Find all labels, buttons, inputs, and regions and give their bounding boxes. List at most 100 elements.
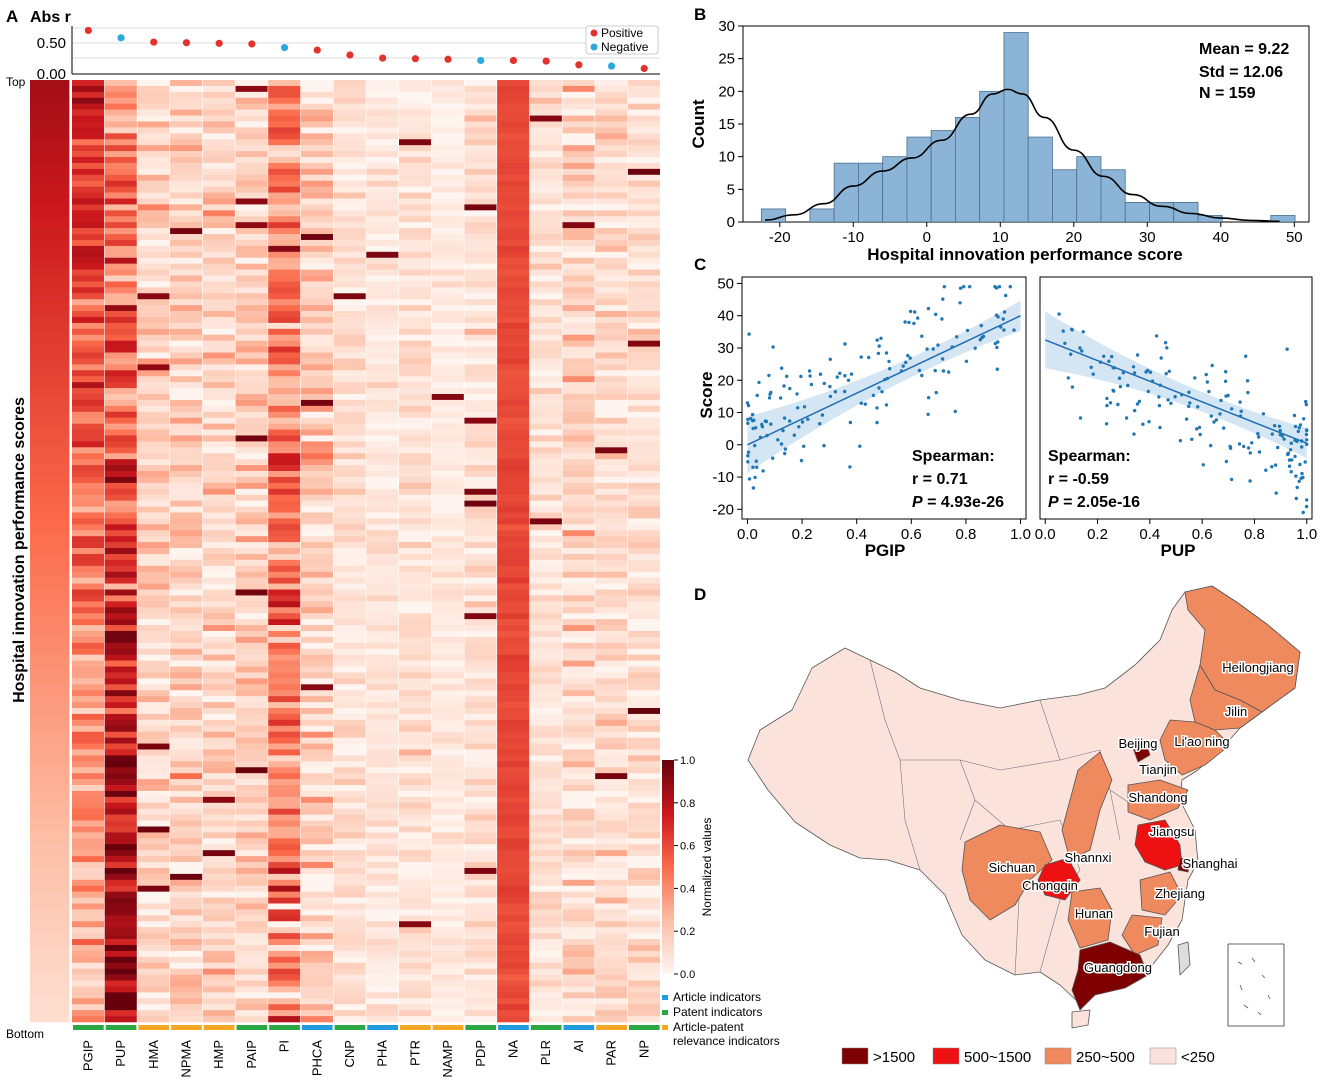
heatmap-cell (104, 216, 137, 223)
heatmap-cell (235, 382, 268, 389)
heatmap-cell (399, 619, 432, 626)
heatmap-cell (268, 228, 301, 235)
heatmap-cell (366, 648, 399, 655)
heatmap-cell (562, 263, 595, 270)
scatter-point (1246, 446, 1251, 450)
heatmap-cell (137, 583, 170, 590)
heatmap-cell (170, 340, 203, 347)
heatmap-cell (399, 222, 432, 229)
heatmap-cell (333, 376, 366, 383)
heatmap-cell (431, 773, 464, 780)
heatmap-cell (268, 909, 301, 916)
heatmap-cell (30, 998, 70, 1005)
heatmap-cell (497, 838, 530, 845)
heatmap-cell (529, 180, 562, 187)
heatmap-cell (170, 198, 203, 205)
heatmap-cell (464, 796, 497, 804)
scatter-point (968, 285, 972, 289)
heatmap-cell (333, 382, 366, 389)
map-province-liaoning (1159, 719, 1231, 776)
heatmap-cell (202, 998, 235, 1005)
heatmap-cell (235, 731, 268, 738)
scatter-point (1290, 458, 1294, 462)
heatmap-cell (333, 891, 366, 898)
heatmap-cell (235, 251, 268, 259)
heatmap-cell (268, 1016, 301, 1023)
province-label-liaoning: Li'ao ning (1174, 734, 1229, 749)
scatter-point (1276, 445, 1280, 450)
group-bar-pha (367, 1025, 398, 1030)
heatmap-cell (104, 151, 137, 158)
heatmap-cell (431, 998, 464, 1005)
heatmap-cell (366, 790, 399, 798)
heatmap-cell (562, 239, 595, 247)
histogram-x-tick-label: 20 (1065, 229, 1082, 246)
heatmap-cell (431, 204, 464, 211)
heatmap-cell (464, 186, 497, 193)
heatmap-cell (497, 773, 530, 780)
heatmap-cell (235, 275, 268, 282)
heatmap-cell (399, 370, 432, 377)
heatmap-cell (30, 785, 70, 792)
heatmap-cell (595, 944, 628, 952)
heatmap-cell (170, 613, 203, 620)
heatmap-cell (464, 322, 497, 330)
heatmap-cell (268, 174, 301, 182)
scatter-point (1242, 444, 1246, 449)
scatter-point (807, 369, 812, 373)
heatmap-cell (529, 737, 562, 744)
heatmap-cell (202, 322, 235, 330)
heatmap-cell (562, 530, 595, 537)
scatter-point (1063, 341, 1067, 345)
scatter-point (750, 412, 755, 417)
scatter-point (1264, 468, 1268, 472)
heatmap-cell (333, 862, 366, 869)
heatmap-cell (202, 767, 235, 774)
heatmap-cell (202, 790, 235, 798)
heatmap-cell (366, 660, 399, 667)
heatmap-cell (333, 405, 366, 413)
heatmap-cell (268, 891, 301, 898)
heatmap-cell (431, 536, 464, 543)
heatmap-cell (627, 956, 660, 964)
heatmap-cell (464, 1004, 497, 1011)
scatter-point (888, 367, 892, 371)
scatter-point (1098, 360, 1103, 364)
map-legend-label-1: 500~1500 (964, 1049, 1031, 1066)
heatmap-cell (268, 625, 301, 632)
heatmap-cell (464, 97, 497, 104)
heatmap-cell (529, 696, 562, 703)
heatmap-cell (497, 761, 530, 768)
heatmap-cell (104, 553, 137, 561)
heatmap-cell (202, 429, 235, 436)
heatmap-cell (268, 441, 301, 448)
heatmap-cell (300, 826, 333, 833)
heatmap-cell (431, 234, 464, 241)
heatmap-cell (464, 921, 497, 928)
heatmap-cell (72, 974, 105, 981)
heatmap-cell (627, 962, 660, 969)
heatmap-cell (627, 867, 660, 875)
heatmap-cell (235, 512, 268, 519)
heatmap-cell (170, 245, 203, 253)
heatmap-cell (170, 157, 203, 164)
heatmap-cell (300, 311, 333, 318)
heatmap-cell (529, 216, 562, 223)
heatmap-cell (30, 370, 70, 377)
heatmap-cell (595, 790, 628, 798)
heatmap-cell (366, 548, 399, 555)
heatmap-cell (300, 1010, 333, 1017)
heatmap-cell (366, 328, 399, 336)
heatmap-cell (72, 613, 105, 620)
scatter-point (940, 317, 944, 321)
heatmap-cell (235, 370, 268, 377)
heatmap-cell (399, 625, 432, 632)
heatmap-cell (497, 731, 530, 738)
scatter-point (797, 425, 801, 429)
heatmap-cell (529, 867, 562, 875)
heatmap-cell (366, 168, 399, 176)
heatmap-cell (300, 263, 333, 270)
heatmap-cell (137, 956, 170, 964)
heatmap-cell (300, 222, 333, 229)
heatmap-cell (431, 625, 464, 632)
